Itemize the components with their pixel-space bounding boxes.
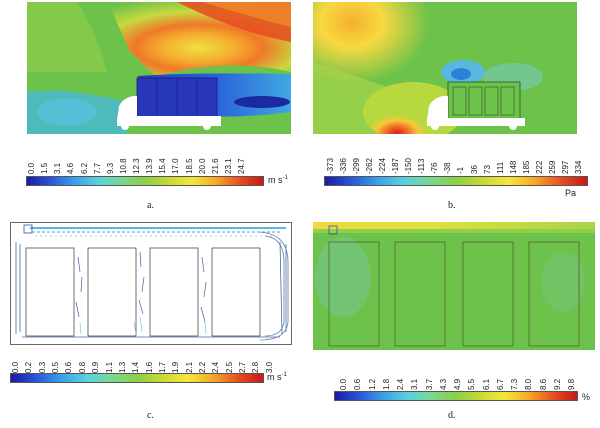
colorbar-tick-label: 297 [560, 160, 570, 174]
colorbar-tick-label: 7.3 [510, 378, 519, 390]
colorbar-tick-label: 6.1 [481, 378, 491, 390]
colorbar-tick-label: 2.5 [224, 361, 234, 373]
colorbar-tick-label: 17.0 [171, 158, 181, 174]
colorbar-tick-label: 73 [482, 165, 492, 174]
colorbar-tick-label: 0.6 [64, 361, 74, 373]
colorbar-tick-label: 0.5 [51, 361, 61, 373]
caption-c: c. [147, 410, 154, 421]
caption-b: b. [448, 200, 456, 211]
colorbar-tick-label: -76 [430, 162, 440, 174]
colorbar-tick-label: 12.3 [132, 158, 141, 174]
colorbar-tick-label: 1.8 [381, 378, 391, 390]
colorbar-c [10, 373, 264, 383]
colorbar-tick-label: 3.7 [424, 378, 434, 390]
colorbar-tick-label: 185 [521, 160, 531, 174]
colorbar-tick-label: 4.9 [453, 378, 462, 390]
colorbar-tick-label: -187 [391, 157, 401, 174]
colorbar-unit-a: m s-1 [268, 175, 288, 185]
colorbar-tick-label: 18.5 [184, 158, 194, 174]
colorbar-tick-label: -299 [352, 157, 362, 174]
colorbar-tick-label: 1.5 [40, 162, 50, 174]
colorbar-tick-label: 5.5 [467, 378, 477, 390]
caption-a: a. [147, 200, 154, 211]
colorbar-tick-label: 9.2 [552, 378, 562, 390]
colorbar-tick-label: 222 [534, 160, 544, 174]
colorbar-tick-label: -336 [339, 157, 349, 174]
caption-d: d. [448, 410, 456, 421]
colorbar-tick-label: 0.0 [27, 162, 36, 174]
colorbar-tick-label: 0.3 [37, 361, 47, 373]
colorbar-tick-label: 2.1 [184, 361, 194, 373]
colorbar-tick-label: 3.0 [264, 361, 274, 373]
colorbar-tick-label: -262 [365, 157, 375, 174]
colorbar-tick-label: -150 [404, 157, 414, 174]
colorbar-tick-label: 36 [469, 165, 479, 174]
velocity-vector-plot-c [10, 222, 292, 345]
colorbar-a [26, 176, 264, 186]
colorbar-tick-label: 1.1 [104, 361, 114, 373]
colorbar-tick-label: 334 [573, 160, 583, 174]
colorbar-tick-label: 3.1 [53, 162, 63, 174]
colorbar-tick-label: 23.1 [223, 158, 233, 174]
colorbar-tick-label: 8.0 [524, 378, 534, 390]
colorbar-tick-label: 1.9 [171, 361, 181, 373]
colorbar-d [334, 391, 578, 401]
colorbar-ticks-b: -373 -336 -299 -262 -224 -187 -150 -113 -76 -38 -1… [326, 144, 583, 174]
colorbar-tick-label: -38 [443, 162, 453, 174]
colorbar-tick-label: 4.3 [438, 378, 448, 390]
pressure-contour-plot-b [313, 2, 577, 134]
colorbar-tick-label: 2.7 [238, 361, 248, 373]
colorbar-unit-d: % [582, 392, 591, 402]
colorbar-tick-label: 0.0 [339, 378, 348, 390]
velocity-contour-plot-a [27, 2, 291, 134]
colorbar-unit-b: Pa [565, 188, 577, 198]
colorbar-tick-label: 259 [547, 160, 557, 174]
colorbar-ticks-a: 0.0 1.5 3.1 4.6 6.2 7.7 9.3 10.8 12.3 13.9 15.4 17.… [27, 144, 246, 174]
colorbar-tick-label: 4.6 [66, 162, 76, 174]
colorbar-tick-label: 1.4 [131, 361, 141, 373]
colorbar-tick-label: 1.6 [144, 361, 154, 373]
colorbar-tick-label: 13.9 [145, 158, 155, 174]
colorbar-tick-label: 6.2 [79, 162, 89, 174]
colorbar-tick-label: -1 [456, 166, 466, 174]
colorbar-tick-label: 21.6 [210, 158, 220, 174]
colorbar-tick-label: 0.8 [77, 361, 87, 373]
colorbar-tick-label: 1.3 [117, 361, 127, 373]
colorbar-b [324, 176, 588, 186]
colorbar-tick-label: -373 [326, 157, 335, 174]
colorbar-tick-label: 10.8 [118, 158, 128, 174]
colorbar-tick-label: 148 [508, 160, 518, 174]
colorbar-tick-label: 24.7 [237, 158, 246, 174]
colorbar-tick-label: 3.1 [410, 378, 420, 390]
colorbar-ticks-c: 0.0 0.2 0.3 0.5 0.6 0.8 0.9 1.1 1.3 1.4 1.6 1.7 1.9 2… [11, 345, 274, 373]
colorbar-tick-label: 2.2 [198, 361, 208, 373]
colorbar-unit-c: m s-1 [267, 372, 287, 382]
colorbar-tick-label: 9.3 [105, 162, 115, 174]
colorbar-tick-label: 1.7 [157, 361, 167, 373]
colorbar-tick-label: 9.8 [567, 378, 576, 390]
colorbar-tick-label: 0.0 [11, 361, 20, 373]
colorbar-tick-label: 0.2 [24, 361, 34, 373]
colorbar-tick-label: 2.8 [251, 361, 261, 373]
colorbar-ticks-d: 0.0 0.6 1.2 1.8 2.4 3.1 3.7 4.3 4.9 5.5 6.1 6.7 7.3 8… [339, 362, 576, 390]
colorbar-tick-label: 15.4 [158, 158, 168, 174]
colorbar-tick-label: -224 [378, 157, 388, 174]
colorbar-tick-label: -113 [417, 158, 427, 174]
colorbar-tick-label: 7.7 [92, 162, 102, 174]
colorbar-tick-label: 2.4 [396, 378, 405, 390]
moisture-contour-plot-d [313, 222, 595, 350]
colorbar-tick-label: 111 [495, 161, 505, 174]
colorbar-tick-label: 1.2 [367, 378, 377, 390]
colorbar-tick-label: 0.9 [91, 361, 101, 373]
colorbar-tick-label: 20.0 [197, 158, 207, 174]
colorbar-tick-label: 6.7 [495, 378, 505, 390]
colorbar-tick-label: 2.4 [211, 361, 221, 373]
colorbar-tick-label: 0.6 [353, 378, 363, 390]
colorbar-tick-label: 8.6 [538, 378, 548, 390]
